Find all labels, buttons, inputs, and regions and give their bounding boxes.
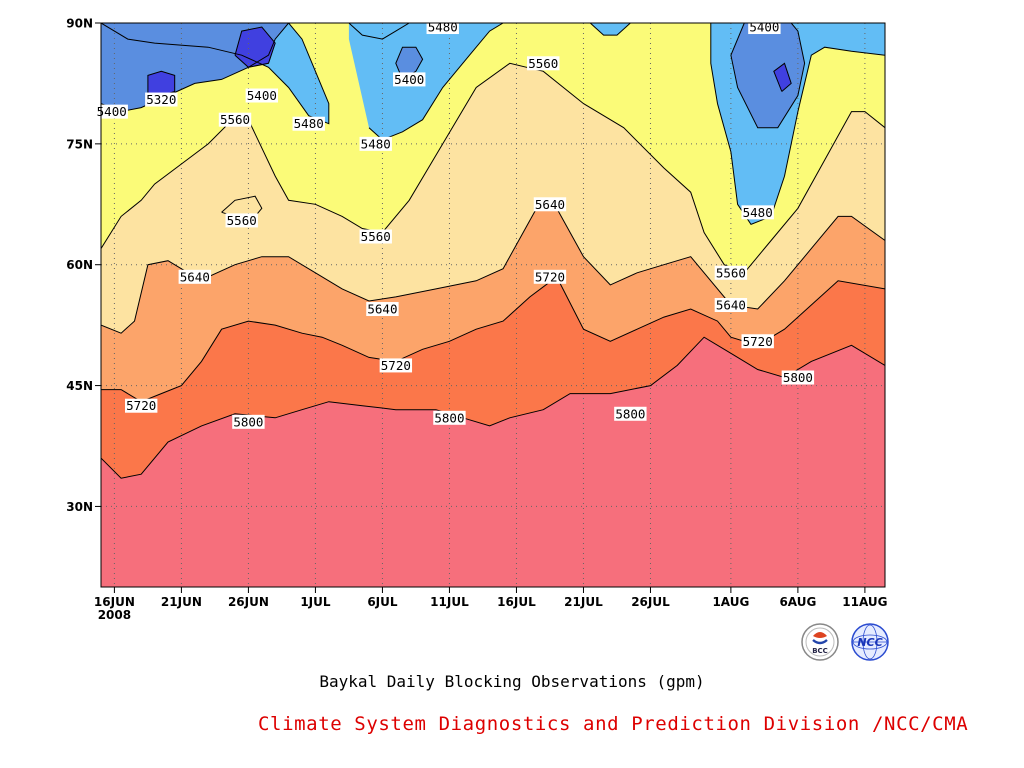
contour-label-bg-1	[232, 414, 265, 429]
ncc-logo-icon: NCC	[851, 623, 889, 661]
contour-line-5400-13	[730, 23, 806, 129]
contour-label-bg-2	[433, 410, 466, 425]
contour-label-7: 5720	[535, 269, 565, 284]
contour-label-bg-4	[781, 370, 815, 385]
contour-line-5560-4	[101, 62, 885, 274]
grid-lines	[101, 22, 885, 587]
contour-label-3: 5800	[615, 406, 645, 421]
y-tick-label-5: 90N	[66, 17, 93, 31]
contour-label-22: 5400	[247, 88, 277, 103]
contour-label-12: 5640	[716, 298, 746, 313]
x-year-label: 2008	[98, 608, 131, 622]
x-tick-label-6: 11JUL	[430, 595, 469, 609]
contour-label-bg-25	[95, 104, 128, 119]
contour-label-bg-13	[218, 112, 252, 127]
y-tick-label-1: 30N	[66, 500, 93, 514]
fill-5560-pocket	[221, 196, 262, 217]
contour-label-13: 5560	[220, 112, 250, 127]
contour-label-8: 5720	[743, 334, 773, 349]
contour-labels: 5800 5800 5800 5800 5720 5720 5720 5720 5640 5640…	[95, 20, 815, 429]
contour-line-5320-15	[234, 26, 276, 68]
y-tick-label-4: 75N	[66, 137, 93, 151]
contour-label-bg-21	[741, 205, 774, 220]
x-tick-label-10: 1AUG	[712, 595, 749, 609]
x-tick-label-8: 21JUL	[564, 595, 603, 609]
chart-caption: Baykal Daily Blocking Observations (gpm)	[319, 672, 705, 691]
fill-5320-5400-east	[730, 23, 805, 128]
contour-label-bg-18	[292, 116, 325, 131]
x-tick-label-5: 6JUL	[367, 595, 398, 609]
contour-line-5480-7	[348, 23, 410, 40]
contour-label-15: 5560	[361, 229, 391, 244]
contour-line-5400-12	[395, 46, 424, 80]
logo-group: BCC NCC	[801, 623, 889, 661]
y-tick-label-2: 45N	[66, 379, 93, 393]
contour-label-18: 5480	[294, 116, 324, 131]
contour-label-21: 5480	[743, 205, 773, 220]
x-tick-label-1: 16JUN	[94, 595, 135, 609]
x-tick-label-7: 16JUL	[497, 595, 536, 609]
contour-label-bg-8	[741, 334, 774, 349]
fill-5320-5400-mid	[395, 47, 423, 80]
contour-label-bg-10	[366, 302, 399, 317]
x-tick-label-12: 11AUG	[842, 595, 887, 609]
contour-label-20: 5480	[428, 20, 458, 35]
credit-line: Climate System Diagnostics and Predictio…	[258, 713, 969, 735]
bcc-logo-icon: BCC	[801, 623, 839, 661]
contour-line-5480-9	[589, 23, 631, 36]
contour-label-bg-5	[125, 398, 158, 413]
contour-fills	[101, 23, 885, 587]
contour-line-5320-16	[773, 62, 792, 92]
contour-line-5480-6	[101, 23, 330, 125]
plot-frame	[100, 22, 886, 588]
bcc-logo-text: BCC	[812, 647, 828, 655]
contour-label-14: 5560	[227, 213, 257, 228]
axes: 16JUN 21JUN 26JUN 1JUL 6JUL 11JUL 16JUL 21JUL 26…	[66, 17, 887, 623]
contour-label-bg-6	[379, 358, 413, 373]
contour-label-16: 5560	[528, 56, 558, 71]
x-tick-label-4: 1JUL	[300, 595, 331, 609]
contour-label-bg-14	[225, 213, 258, 228]
y-tick-label-3: 60N	[66, 258, 93, 272]
contour-label-19: 5480	[361, 136, 391, 151]
contour-label-bg-20	[426, 20, 459, 35]
contour-label-bg-16	[527, 56, 560, 71]
contour-label-25: 5400	[97, 104, 127, 119]
contour-label-bg-15	[359, 229, 392, 244]
contour-label-11: 5640	[535, 197, 565, 212]
x-tick-label-2: 21JUN	[161, 595, 202, 609]
contour-label-5: 5720	[126, 398, 156, 413]
contour-label-9: 5640	[180, 269, 210, 284]
contour-label-bg-22	[245, 88, 279, 103]
contour-line-5400-11	[101, 23, 289, 113]
contour-label-bg-26	[145, 92, 178, 107]
contour-label-bg-7	[533, 269, 567, 284]
x-tick-label-3: 26JUN	[228, 595, 269, 609]
contour-label-bg-9	[178, 269, 212, 284]
contour-label-2: 5800	[434, 410, 464, 425]
contour-label-6: 5720	[381, 358, 411, 373]
contour-line-5800-1	[101, 336, 885, 479]
contour-label-24: 5400	[749, 20, 779, 35]
contour-label-26: 5320	[146, 92, 176, 107]
contour-label-10: 5640	[367, 302, 397, 317]
contour-label-bg-24	[748, 20, 781, 35]
contour-line-5720-2	[101, 276, 885, 403]
ncc-logo-text: NCC	[857, 636, 882, 649]
contour-label-bg-12	[714, 298, 748, 312]
contour-label-bg-3	[614, 406, 647, 421]
contour-label-17: 5560	[716, 265, 746, 280]
contour-label-23: 5400	[394, 72, 424, 87]
contour-label-bg-17	[714, 265, 748, 280]
fill-below-5320-1	[147, 71, 175, 100]
x-tick-label-9: 26JUL	[631, 595, 670, 609]
contour-label-1: 5800	[233, 414, 263, 429]
fill-5400-5480-central	[348, 23, 504, 140]
contour-label-bg-19	[359, 136, 392, 151]
contour-label-bg-11	[533, 197, 567, 212]
contour-label-bg-23	[393, 72, 426, 87]
x-tick-label-11: 6AUG	[779, 595, 816, 609]
contour-label-4: 5800	[783, 370, 813, 385]
